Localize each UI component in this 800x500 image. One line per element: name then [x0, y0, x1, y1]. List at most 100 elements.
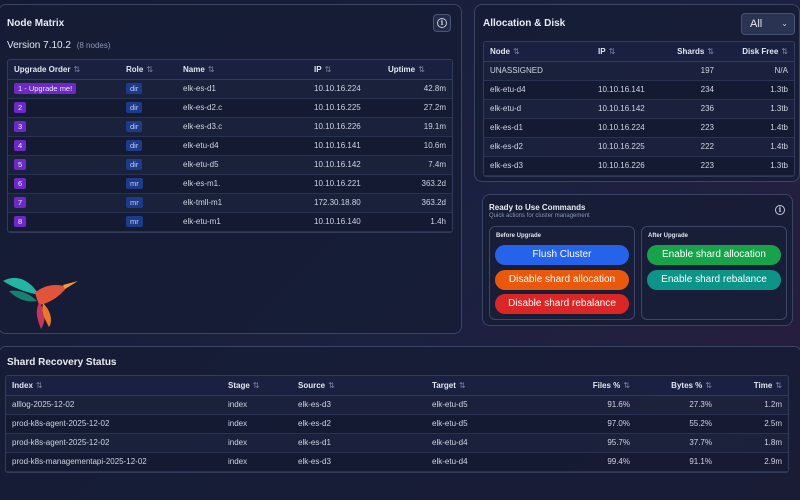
- alloc-ip: 10.10.16.226: [598, 161, 645, 170]
- allocation-row[interactable]: elk-es-d3 10.10.16.226 223 1.3tb: [484, 156, 794, 175]
- upgrade-order-badge: 2: [14, 102, 27, 113]
- node-name: elk-es-d1: [183, 84, 216, 93]
- col-name[interactable]: Name ⇅: [177, 60, 308, 80]
- sort-icon: ⇅: [328, 380, 335, 390]
- col-role[interactable]: Role ⇅: [120, 60, 177, 80]
- alloc-node: elk-etu-d4: [490, 85, 526, 94]
- node-row[interactable]: 5 dir elk-etu-d5 10.10.16.142 7.4m: [8, 155, 452, 174]
- disable-shard-rebalance-button[interactable]: Disable shard rebalance: [495, 294, 629, 314]
- col-ip[interactable]: IP ⇅: [308, 60, 382, 80]
- alloc-shards: 197: [700, 66, 714, 75]
- upgrade-order-badge: 5: [14, 159, 27, 170]
- enable-shard-rebalance-button[interactable]: Enable shard rebalance: [647, 270, 781, 290]
- col-source[interactable]: Source ⇅: [292, 376, 426, 396]
- allocation-row[interactable]: UNASSIGNED 197 N/A: [484, 61, 794, 80]
- node-row[interactable]: 2 dir elk-es-d2.c 10.10.16.225 27.2m: [8, 98, 452, 117]
- node-ip: 10.10.16.140: [314, 217, 361, 226]
- recovery-source: elk-es-d2: [298, 419, 331, 428]
- col-stage[interactable]: Stage ⇅: [222, 376, 292, 396]
- node-uptime: 7.4m: [428, 160, 446, 169]
- recovery-target: elk-etu-d4: [432, 457, 468, 466]
- alloc-disk: 1.4tb: [770, 142, 788, 151]
- commands-info-button[interactable]: i: [773, 203, 787, 217]
- recovery-row[interactable]: alllog-2025-12-02 index elk-es-d3 elk-et…: [6, 395, 788, 414]
- recovery-time: 1.2m: [764, 400, 782, 409]
- hummingbird-logo: [3, 277, 78, 329]
- upgrade-order-badge: 4: [14, 140, 27, 151]
- commands-title: Ready to Use Commands: [489, 203, 586, 212]
- recovery-bytes: 91.1%: [689, 457, 712, 466]
- flush-cluster-button[interactable]: Flush Cluster: [495, 245, 629, 265]
- recovery-source: elk-es-d1: [298, 438, 331, 447]
- alloc-node: elk-es-d3: [490, 161, 523, 170]
- alloc-node: elk-es-d2: [490, 142, 523, 151]
- col-target[interactable]: Target ⇅: [426, 376, 546, 396]
- col-time[interactable]: Time ⇅: [718, 376, 788, 396]
- node-row[interactable]: 3 dir elk-es-d3.c 10.10.16.226 19.1m: [8, 117, 452, 136]
- node-name: elk-es-d3.c: [183, 122, 223, 131]
- col-disk-free[interactable]: Disk Free ⇅: [720, 42, 794, 62]
- col-alloc-ip[interactable]: IP ⇅: [592, 42, 654, 62]
- col-node[interactable]: Node ⇅: [484, 42, 592, 62]
- sort-icon: ⇅: [207, 64, 215, 74]
- upgrade-order-badge: 7: [14, 197, 27, 208]
- allocation-row[interactable]: elk-etu-d4 10.10.16.141 234 1.3tb: [484, 80, 794, 99]
- upgrade-order-badge: 3: [14, 121, 27, 132]
- node-ip: 172.30.18.80: [314, 198, 361, 207]
- recovery-row[interactable]: prod-k8s-agent-2025-12-02 index elk-es-d…: [6, 414, 788, 433]
- after-upgrade-box: After Upgrade Enable shard allocation En…: [641, 226, 787, 320]
- recovery-index: alllog-2025-12-02: [12, 400, 75, 409]
- enable-shard-allocation-button[interactable]: Enable shard allocation: [647, 245, 781, 265]
- sort-icon: ⇅: [73, 64, 81, 74]
- allocation-row[interactable]: elk-etu-d 10.10.16.142 236 1.3tb: [484, 99, 794, 118]
- col-files[interactable]: Files % ⇅: [546, 376, 636, 396]
- recovery-bytes: 37.7%: [689, 438, 712, 447]
- recovery-index: prod-k8s-managementapi-2025-12-02: [12, 457, 147, 466]
- node-uptime: 10.6m: [423, 141, 446, 150]
- sort-icon: ⇅: [146, 64, 154, 74]
- node-row[interactable]: 8 mr elk-etu-m1 10.10.16.140 1.4h: [8, 212, 452, 231]
- before-upgrade-label: Before Upgrade: [496, 233, 542, 239]
- node-row[interactable]: 4 dir elk-etu-d4 10.10.16.141 10.6m: [8, 136, 452, 155]
- col-upgrade-order[interactable]: Upgrade Order ⇅: [8, 60, 120, 80]
- allocation-table: Node ⇅ IP ⇅ Shards ⇅ Disk Free ⇅ UNASSIGNED …: [483, 41, 795, 177]
- allocation-title: Allocation & Disk: [483, 18, 566, 29]
- recovery-index: prod-k8s-agent-2025-12-02: [12, 419, 110, 428]
- node-row[interactable]: 6 mr elk-es-m1. 10.10.16.221 363.2d: [8, 174, 452, 193]
- alloc-shards: 223: [700, 161, 714, 170]
- alloc-ip: 10.10.16.142: [598, 104, 645, 113]
- recovery-files: 99.4%: [607, 457, 630, 466]
- allocation-row[interactable]: elk-es-d2 10.10.16.225 222 1.4tb: [484, 137, 794, 156]
- role-badge: dir: [126, 140, 143, 151]
- node-uptime: 19.1m: [423, 122, 446, 131]
- alloc-shards: 236: [700, 104, 714, 113]
- role-badge: mr: [126, 197, 143, 208]
- node-name: elk-etu-d5: [183, 160, 219, 169]
- sort-icon: ⇅: [623, 380, 630, 390]
- node-row[interactable]: 7 mr elk-tmll-m1 172.30.18.80 363.2d: [8, 193, 452, 212]
- node-name: elk-etu-d4: [183, 141, 219, 150]
- recovery-table: Index ⇅ Stage ⇅ Source ⇅ Target ⇅ Files % ⇅ B…: [5, 375, 789, 473]
- alloc-ip: [592, 61, 654, 80]
- sort-icon: ⇅: [608, 46, 616, 56]
- node-matrix-info-button[interactable]: i: [433, 14, 451, 32]
- recovery-row[interactable]: prod-k8s-agent-2025-12-02 index elk-es-d…: [6, 433, 788, 452]
- col-uptime[interactable]: Uptime ⇅: [382, 60, 452, 80]
- col-bytes[interactable]: Bytes % ⇅: [636, 376, 718, 396]
- allocation-panel: Allocation & Disk All ⌄ Node ⇅ IP ⇅ Shards…: [474, 4, 800, 182]
- node-ip: 10.10.16.142: [314, 160, 361, 169]
- node-matrix-title: Node Matrix: [7, 18, 65, 29]
- col-index[interactable]: Index ⇅: [6, 376, 222, 396]
- node-name: elk-es-d2.c: [183, 103, 223, 112]
- recovery-time: 1.8m: [764, 438, 782, 447]
- col-shards[interactable]: Shards ⇅: [654, 42, 720, 62]
- upgrade-order-badge: 6: [14, 178, 27, 189]
- allocation-filter-select[interactable]: All ⌄: [741, 13, 795, 35]
- node-row[interactable]: 1 - Upgrade me! dir elk-es-d1 10.10.16.2…: [8, 79, 452, 98]
- sort-icon: ⇅: [252, 380, 260, 390]
- allocation-row[interactable]: elk-es-d1 10.10.16.224 223 1.4tb: [484, 118, 794, 137]
- commands-panel: Ready to Use Commands Quick actions for …: [482, 194, 793, 326]
- recovery-row[interactable]: prod-k8s-managementapi-2025-12-02 index …: [6, 452, 788, 471]
- disable-shard-allocation-button[interactable]: Disable shard allocation: [495, 270, 629, 290]
- node-name: elk-etu-m1: [183, 217, 221, 226]
